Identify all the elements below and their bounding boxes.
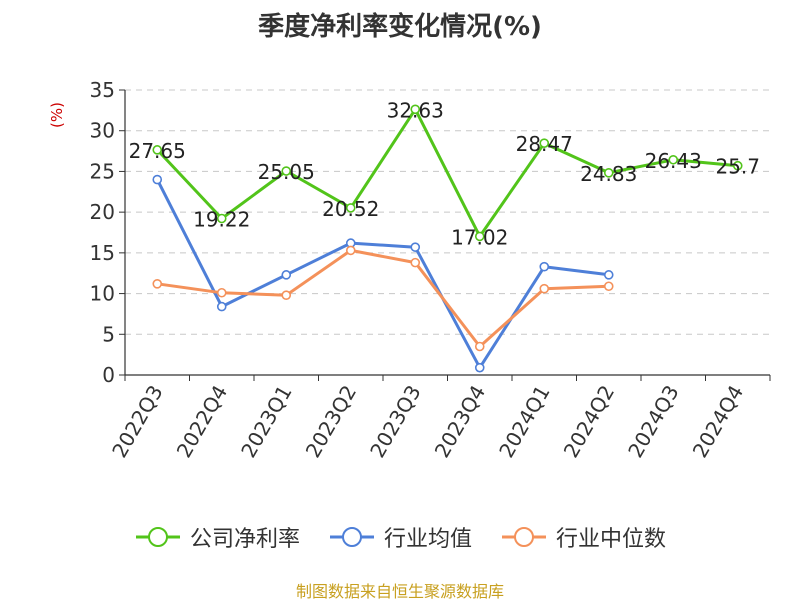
data-label: 26.43: [645, 149, 702, 173]
legend-marker-icon: [329, 527, 374, 547]
data-label: 25.7: [715, 155, 760, 179]
data-point: [668, 154, 679, 165]
legend-item-1[interactable]: 行业均值: [328, 521, 472, 553]
data-labels: 27.65 19.22 25.05 20.52 32.63 17.02 28.47 24.83…: [129, 98, 760, 249]
x-tick-label: 2022Q4: [172, 381, 232, 462]
data-label: 19.22: [193, 207, 250, 231]
data-point: [410, 257, 421, 268]
data-point: [603, 270, 614, 280]
data-point: [281, 270, 292, 280]
y-tick-label: 20: [90, 200, 115, 224]
y-tick-label: 15: [90, 241, 115, 265]
data-point: [216, 301, 227, 312]
series-line-2: [157, 248, 609, 348]
y-tick-label: 35: [90, 78, 115, 102]
data-point: [539, 138, 550, 148]
data-point: [345, 245, 356, 256]
data-point: [216, 213, 227, 224]
source-footer: 制图数据来自恒生聚源数据库: [295, 582, 504, 601]
data-point: [281, 166, 292, 176]
x-tick-label: 2022Q3: [107, 381, 167, 462]
data-point: [410, 104, 421, 115]
y-tick-label: 10: [90, 282, 115, 306]
data-label: 28.47: [516, 132, 573, 156]
legend-label: 公司净利率: [189, 527, 300, 552]
legend: 公司净利率 行业均值 行业中位数: [0, 521, 800, 553]
data-label: 27.65: [129, 139, 186, 163]
data-point: [474, 231, 485, 242]
series-layer: [152, 104, 743, 373]
y-tick-label: 25: [90, 159, 115, 183]
data-point: [732, 160, 743, 171]
data-point: [152, 145, 163, 155]
data-point: [539, 283, 550, 294]
data-label: 17.02: [451, 225, 508, 249]
data-point: [410, 242, 421, 252]
x-tick-label: 2024Q2: [559, 381, 619, 462]
legend-item-0[interactable]: 公司净利率: [134, 521, 300, 553]
y-tick-label: 5: [102, 322, 115, 346]
data-label: 24.83: [580, 162, 637, 186]
legend-label: 行业中位数: [556, 527, 667, 552]
data-point: [474, 362, 485, 373]
series-line-0: [156, 107, 738, 238]
legend-label: 行业均值: [383, 527, 472, 552]
x-tick-label: 2024Q4: [688, 381, 748, 462]
data-point: [281, 290, 292, 301]
x-tick-label: 2023Q3: [365, 381, 425, 462]
legend-marker-icon: [502, 527, 546, 547]
data-point: [474, 341, 485, 352]
data-point: [539, 261, 550, 272]
data-point: [603, 281, 614, 292]
data-point: [152, 278, 163, 289]
data-point: [216, 287, 227, 298]
y-tick-label: 0: [102, 363, 115, 387]
x-tick-label: 2024Q3: [623, 381, 683, 462]
series-line-1: [155, 178, 609, 370]
legend-item-2[interactable]: 行业中位数: [500, 521, 666, 553]
data-point: [603, 168, 614, 178]
legend-marker-icon: [135, 527, 180, 547]
x-tick-label: 2023Q1: [236, 381, 296, 462]
x-tick-label: 2023Q4: [430, 381, 490, 462]
chart-title: 季度净利率变化情况(%): [258, 12, 542, 42]
data-label: 25.05: [258, 160, 315, 184]
data-label: 20.52: [322, 197, 379, 221]
data-point: [152, 174, 163, 185]
x-tick-label: 2023Q2: [301, 381, 361, 462]
y-tick-label: 30: [90, 119, 115, 143]
data-label: 32.63: [387, 98, 444, 122]
data-point: [345, 203, 356, 213]
x-tick-label: 2024Q1: [494, 381, 554, 462]
